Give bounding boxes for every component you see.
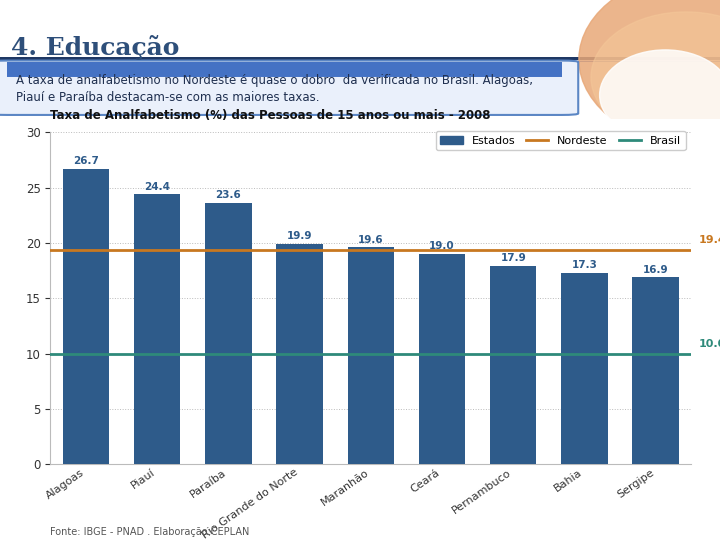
Text: Fonte: IBGE - PNAD . Elaboração CEPLAN: Fonte: IBGE - PNAD . Elaboração CEPLAN [50, 527, 250, 537]
Bar [205, 203, 251, 464]
Bar [632, 278, 679, 464]
Text: 23.6: 23.6 [215, 191, 241, 200]
Text: A taxa de analfabetismo no Nordeste é quase o dobro  da verificada no Brasil. Al: A taxa de analfabetismo no Nordeste é qu… [16, 74, 533, 104]
Text: 19.0: 19.0 [429, 241, 455, 251]
Bar [419, 254, 465, 464]
Text: 19.9: 19.9 [287, 231, 312, 241]
Text: Taxa de Analfabetismo (%) das Pessoas de 15 anos ou mais - 2008: Taxa de Analfabetismo (%) das Pessoas de… [50, 109, 491, 122]
Text: 10.0: 10.0 [698, 339, 720, 349]
Bar [134, 194, 180, 464]
Text: 17.9: 17.9 [500, 253, 526, 264]
FancyBboxPatch shape [0, 60, 578, 115]
Bar [276, 244, 323, 464]
Text: 4. Educação: 4. Educação [11, 35, 179, 60]
Text: 26.7: 26.7 [73, 156, 99, 166]
Text: 24.4: 24.4 [144, 181, 170, 192]
Circle shape [591, 12, 720, 143]
Text: 17.3: 17.3 [572, 260, 598, 270]
Legend: Estados, Nordeste, Brasil: Estados, Nordeste, Brasil [436, 131, 685, 150]
Circle shape [579, 0, 720, 148]
Text: 19.4: 19.4 [698, 235, 720, 245]
Bar [490, 266, 536, 464]
Bar [562, 273, 608, 464]
Bar [348, 247, 394, 464]
FancyBboxPatch shape [1, 59, 567, 77]
Circle shape [600, 50, 720, 140]
Bar [63, 169, 109, 464]
Text: 16.9: 16.9 [643, 265, 668, 274]
Text: 19.6: 19.6 [358, 235, 384, 245]
